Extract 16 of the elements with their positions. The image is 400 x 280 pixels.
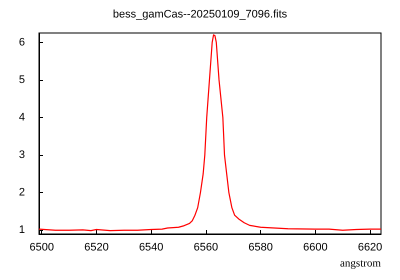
y-tick-label: 5 bbox=[18, 74, 25, 86]
x-tick-label: 6580 bbox=[248, 242, 273, 254]
x-tick-label: 6600 bbox=[303, 242, 328, 254]
line-series bbox=[38, 34, 382, 232]
y-tick-label: 3 bbox=[18, 149, 25, 162]
y-tick-label: 2 bbox=[18, 186, 25, 199]
y-tick-label: 1 bbox=[18, 224, 25, 236]
x-tick-label: 6500 bbox=[29, 242, 54, 254]
x-tick-label: 6540 bbox=[138, 242, 164, 254]
x-tick-label: 6560 bbox=[194, 242, 218, 254]
x-tick-label: 6620 bbox=[358, 242, 382, 254]
y-tick-label: 4 bbox=[18, 112, 25, 124]
chart-title: bess_gamCas--20250109_7096.fits bbox=[112, 8, 288, 20]
x-axis-title: angstrom bbox=[340, 258, 382, 270]
y-tick-label: 6 bbox=[18, 36, 25, 48]
x-tick-label: 6520 bbox=[84, 242, 109, 254]
